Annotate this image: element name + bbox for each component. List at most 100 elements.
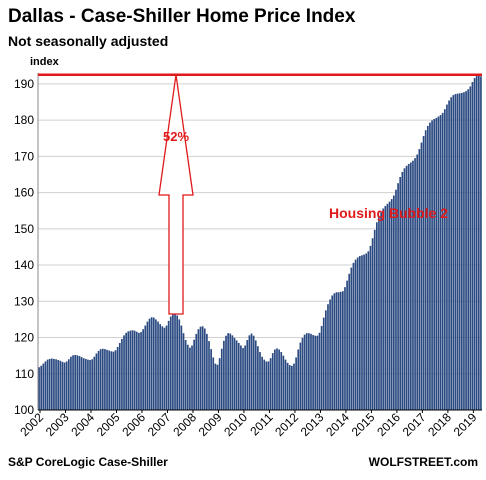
bar [333,293,336,410]
bar [429,122,431,410]
bar [460,92,463,410]
bar [186,344,189,410]
bar [399,176,402,410]
bar [344,287,346,410]
bar [165,325,168,410]
bar [433,119,436,410]
y-tick-label: 150 [14,222,34,236]
bar [382,208,385,410]
bar [112,351,115,410]
bar [44,361,47,410]
bar [42,363,45,410]
x-tick-label: 2010 [221,410,250,439]
bar [184,340,187,410]
bar [310,333,312,410]
bar [152,317,155,410]
bar [354,259,357,410]
bar [269,358,272,410]
bar [274,349,276,410]
bar [250,333,253,410]
bar [180,325,183,410]
bar [386,203,389,410]
bar [108,350,111,410]
bar [301,337,304,410]
bar [214,363,217,410]
bar [193,339,195,410]
bar [50,358,53,410]
bar [356,257,359,410]
bar [123,335,125,410]
x-tick-label: 2019 [451,410,480,439]
bar [335,292,338,410]
bar [104,349,106,410]
bar [46,359,49,410]
bar [138,332,140,410]
bar [284,359,287,410]
bar [369,245,372,410]
bar [352,262,355,410]
bar [133,330,136,410]
x-tick-label: 2014 [323,410,352,439]
bar [135,331,138,410]
bar [380,212,382,410]
bar [293,363,295,410]
bar [441,112,444,410]
bar [473,78,476,410]
bar [454,94,457,410]
bar [53,358,55,410]
bar [450,97,453,410]
bar [114,350,117,410]
bar [458,93,461,410]
bar [420,142,423,410]
bar [148,318,151,410]
bar [254,340,257,410]
bar [118,342,121,410]
bar [373,229,376,410]
bar [246,340,249,410]
bar [282,355,285,410]
x-tick-label: 2017 [400,410,429,439]
bar [295,357,297,410]
bar [312,334,314,410]
bar [392,195,395,410]
bar [371,238,374,410]
source-label: S&P CoreLogic Case-Shiller [8,455,168,469]
bar [212,357,215,410]
annotation-layer: 52% Housing Bubble 2 [38,73,482,315]
bar [456,93,459,410]
bar [40,365,43,410]
y-tick-label: 170 [14,149,34,163]
bar [61,361,64,410]
bar [348,273,351,410]
x-tick-label: 2011 [247,410,275,438]
bar [176,315,178,410]
bars-layer [38,74,482,411]
bar [448,100,450,410]
bar [342,291,344,410]
bar [463,92,465,410]
bar [265,361,268,410]
bar [452,95,455,410]
bar [367,251,370,410]
bar [199,326,202,410]
bar [320,325,323,410]
bar [97,350,100,410]
bar [388,201,391,410]
bar [203,328,206,410]
bar [131,330,134,410]
brand-label: WOLFSTREET.com [368,455,478,469]
bar [80,357,83,410]
bar [82,358,85,410]
bar [469,86,472,410]
bar [418,149,421,410]
bar [443,109,446,410]
bar [178,319,181,410]
bar [101,348,104,410]
bar [159,324,162,410]
x-tick-label: 2015 [349,410,378,439]
bar [231,335,234,410]
bar [172,313,174,410]
bar [106,349,108,410]
